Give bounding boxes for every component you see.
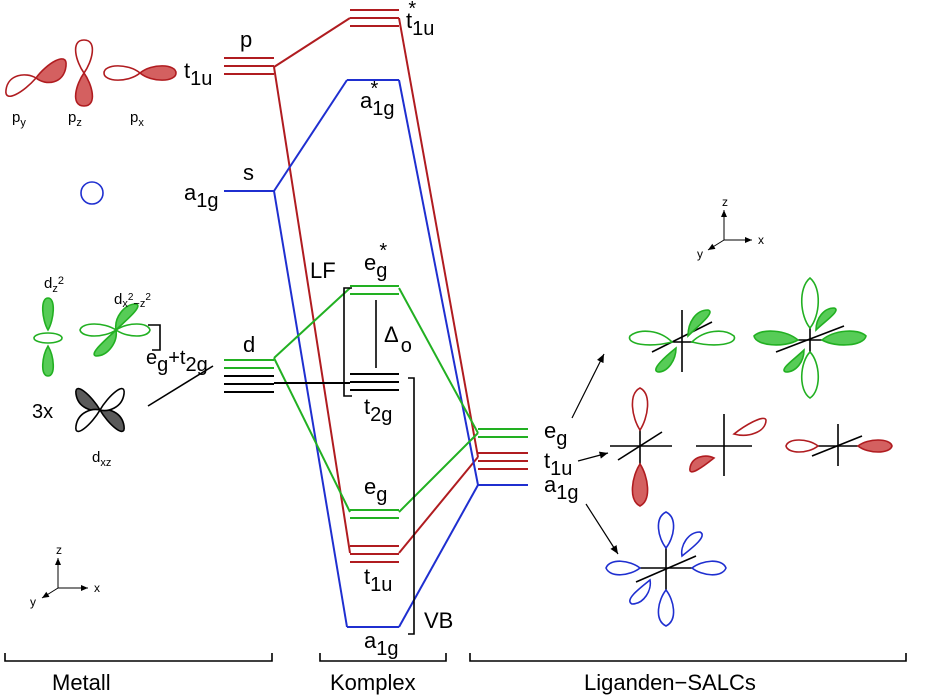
metal-orbitals xyxy=(5,39,177,433)
corr-line-eg-ligand-bonding xyxy=(398,432,479,513)
metal-t1u-level xyxy=(224,57,274,75)
ligand-eg-level xyxy=(478,428,528,438)
corr-line-a1g-metal-bonding xyxy=(273,190,348,628)
axes-ligand xyxy=(707,210,752,251)
ligand-eg-label: eg xyxy=(544,418,567,450)
lf-label: LF xyxy=(310,258,336,283)
corr-line-t1u-ligand-bonding xyxy=(398,456,479,554)
py-label: py xyxy=(12,109,26,129)
metal-levels xyxy=(224,57,274,393)
corr-line-eg-metal-bonding xyxy=(273,357,351,513)
complex-eg-star-level xyxy=(350,285,399,295)
ligand-axis-z-label: z xyxy=(722,195,728,209)
arrow-a1g xyxy=(585,503,619,555)
complex-levels xyxy=(347,9,399,628)
metal-axis-x-label: x xyxy=(94,581,100,595)
ligand-axis-x-label: x xyxy=(758,233,764,247)
salc-t1u-3 xyxy=(785,424,893,466)
metal-d-level xyxy=(224,359,274,393)
px-orbital xyxy=(103,65,177,81)
metal-a1g-label: a1g xyxy=(184,180,219,212)
metall-section-bracket xyxy=(4,653,273,662)
complex-t2g-label: t2g xyxy=(364,394,392,426)
complex-a1g-star-label: a1g* xyxy=(360,78,395,120)
ligand-axis-y-label: y xyxy=(697,247,703,261)
salc-t1u-1 xyxy=(610,387,672,507)
py-orbital xyxy=(5,58,67,97)
complex-eg-level xyxy=(350,509,399,519)
vb-label: VB xyxy=(424,608,453,633)
s-orbital xyxy=(80,181,104,205)
dxz-label: dxz xyxy=(92,449,111,469)
metal-t1u-label: t1u xyxy=(184,58,212,90)
lf-bracket xyxy=(343,287,352,397)
ligand-salcs xyxy=(605,276,893,627)
metal-axis-z-label: z xyxy=(56,543,62,557)
ligand-t1u-level xyxy=(478,452,528,470)
complex-t1u-star-level xyxy=(350,9,399,27)
corr-line-eg-ligand-antibonding xyxy=(398,287,479,434)
metall-section-label: Metall xyxy=(52,670,111,695)
corr-line-t1u-ligand-antibonding xyxy=(398,17,479,458)
corr-line-a1g-metal-antibonding xyxy=(273,79,348,192)
komplex-section-bracket xyxy=(319,653,447,662)
komplex-section-label: Komplex xyxy=(330,670,416,695)
salc-t1u-2 xyxy=(689,414,767,476)
complex-t1u-star-label: t1u* xyxy=(406,0,434,40)
salc-arrows xyxy=(571,353,619,555)
corr-line-a1g-ligand-antibonding xyxy=(398,79,479,486)
dx2-z2-label: dx2−z2 xyxy=(114,291,151,310)
corr-line-t1u-metal-antibonding xyxy=(273,17,351,68)
metal-d-label: d xyxy=(243,332,255,357)
metal-p-label: p xyxy=(240,27,252,52)
complex-t1u-level xyxy=(350,545,399,563)
metal-axis-y-label: y xyxy=(30,595,36,609)
pz-orbital xyxy=(74,39,94,107)
correlation-lines xyxy=(273,17,479,628)
dz2-label: dz2 xyxy=(44,275,64,295)
salc-a1g xyxy=(605,511,727,627)
metal-s-label: s xyxy=(243,160,254,185)
brackets xyxy=(4,287,907,662)
salc-eg-2 xyxy=(753,276,867,399)
dx2-z2-orbital xyxy=(79,303,151,357)
ligand-levels xyxy=(478,428,528,486)
complex-t1u-label: t1u xyxy=(364,564,392,596)
eg-t2g-pointer xyxy=(147,365,214,407)
eg-t2g-label: eg+t2g xyxy=(146,347,208,376)
arrow-t1u xyxy=(577,451,609,462)
axes-metal xyxy=(41,558,88,599)
three-x-label: 3x xyxy=(32,401,53,423)
arrow-eg xyxy=(571,353,605,419)
complex-t2g-level xyxy=(350,373,399,391)
complex-eg-label: eg xyxy=(364,474,387,506)
complex-a1g-label: a1g xyxy=(364,628,399,660)
px-label: px xyxy=(130,109,144,129)
corr-line-a1g-ligand-bonding xyxy=(398,484,479,628)
salc-eg-1 xyxy=(628,309,736,373)
pz-label: pz xyxy=(68,109,82,129)
dz2-orbital xyxy=(33,297,63,377)
liganden-section-label: Liganden−SALCs xyxy=(584,670,756,695)
corr-line-t1u-metal-bonding xyxy=(273,66,351,554)
complex-eg-star-label: eg* xyxy=(364,240,387,282)
ligand-a1g-label: a1g xyxy=(544,472,579,504)
corr-line-eg-metal-antibonding xyxy=(273,287,351,359)
vb-bracket xyxy=(408,377,415,635)
eg-t2g-bracket xyxy=(148,324,161,351)
ligand-t1u-label: t1u xyxy=(544,448,572,480)
ligand-section-bracket xyxy=(469,653,907,662)
dxz-orbital xyxy=(75,387,125,433)
